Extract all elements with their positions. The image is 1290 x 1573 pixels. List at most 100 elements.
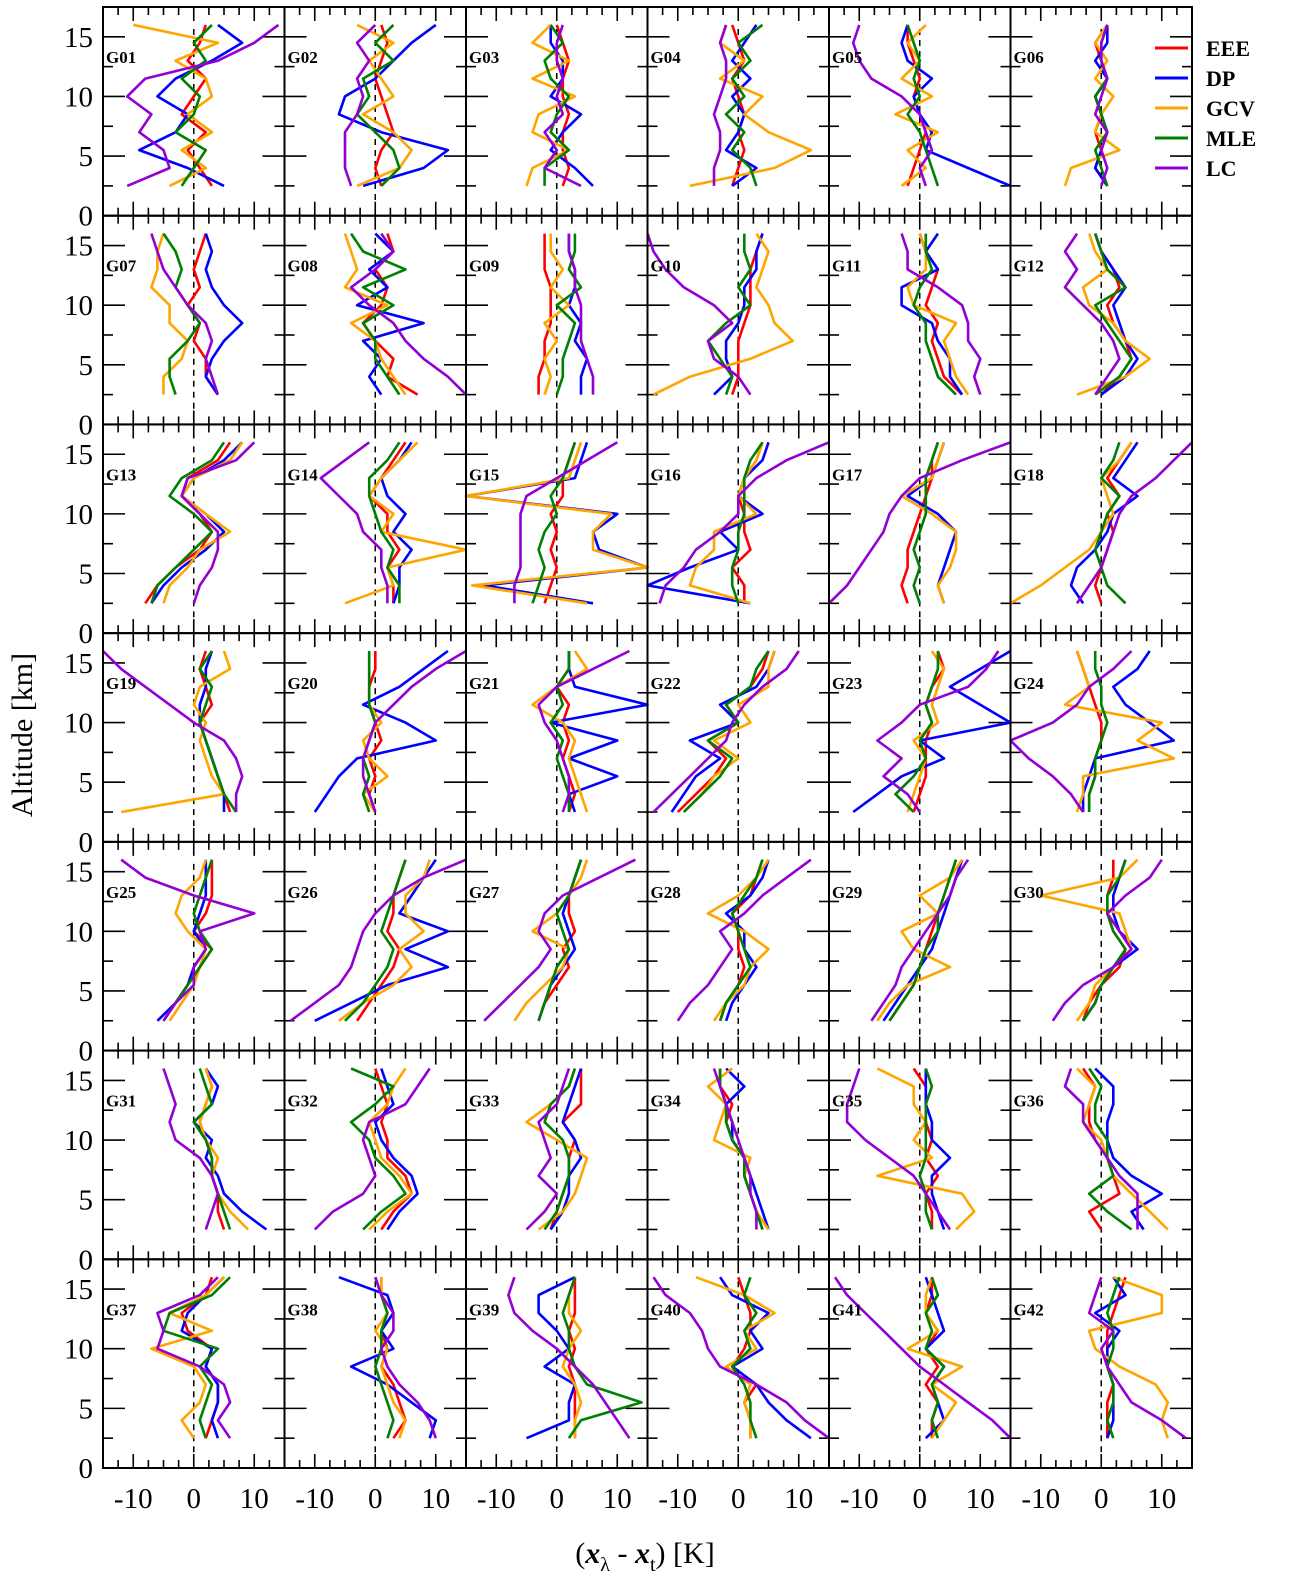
series-line-dp [1081,650,1176,812]
x-tick-label: 0 [1094,1483,1109,1515]
legend-label: LC [1206,156,1237,181]
series-line-gcv [513,859,589,1022]
series-line-mle [162,232,202,396]
x-tick-label: -10 [477,1483,516,1515]
panel-g13: G13 [102,423,286,635]
series-line-dp [313,649,449,813]
panel-label: G26 [288,883,318,902]
legend-label: MLE [1206,126,1256,151]
series-line-gcv [1009,441,1133,605]
series-line-lc [676,858,812,1022]
x-tick-label: -10 [840,1483,879,1515]
series-line-gcv [168,859,208,1022]
y-tick-label: 10 [64,916,93,948]
series-line-lc [507,1276,631,1439]
series-line-lc [828,441,1011,605]
panel-label: G18 [1014,465,1044,484]
series-line-dp [1094,1067,1164,1231]
panel-label: G36 [1014,1092,1044,1111]
series-line-lc [162,1068,220,1230]
panel-label: G13 [106,465,136,484]
y-tick-label: 15 [64,439,93,471]
series-line-mle [1093,441,1127,605]
y-tick-label: 5 [79,976,94,1008]
y-tick-label: 0 [79,827,94,859]
series-line-mle [894,651,940,813]
panel-label: G09 [469,257,499,276]
series-line-lc [712,24,728,186]
series-line-dp [724,859,770,1022]
series-line-mle [350,232,407,396]
series-line-lc [1063,232,1121,396]
series-line-lc [374,1276,438,1439]
series-line-gcv [652,232,795,396]
panel-label: G21 [469,674,499,693]
series-line-lc [851,24,934,187]
series-line-lc [150,233,220,396]
x-tick-label: 0 [187,1483,202,1515]
panel-g05: G05 [828,6,1012,217]
series-line-dp [713,233,764,396]
panel-label: G29 [832,883,862,902]
series-line-gcv [906,233,970,396]
series-line-lc [1009,650,1133,813]
panel-label: G04 [651,48,682,67]
series-line-lc [125,23,280,188]
y-tick-label: 10 [64,708,93,740]
x-tick-label: -10 [114,1483,153,1515]
legend-label: GCV [1206,96,1255,121]
panel-label: G32 [288,1092,318,1111]
y-tick-label: 0 [79,1244,94,1276]
y-tick-label: 10 [64,81,93,113]
panel-label: G07 [106,257,137,276]
series-line-lc [349,232,467,396]
panel-label: G31 [106,1092,136,1111]
panel-g18: G18 [1009,423,1193,635]
series-line-mle [924,1276,946,1439]
panel-g35: G35 [828,1049,1012,1261]
series-line-mle [1087,651,1109,812]
panel-g33: G33 [465,1049,649,1261]
y-tick-label: 15 [64,1065,93,1097]
series-line-mle [1087,1067,1133,1231]
series-line-dp [900,232,964,396]
series-line-lc [543,24,582,188]
series-line-gcv [1063,650,1176,813]
panel-g16: G16 [646,423,830,635]
panel-label: G11 [832,257,861,276]
panel-label: G17 [832,465,863,484]
panel-g24: G24 [1009,632,1193,843]
y-tick-label: 5 [79,350,94,382]
panel-label: G40 [651,1300,681,1319]
series-line-gcv [367,1067,413,1231]
panel-g34: G34 [646,1049,830,1261]
panel-label: G10 [651,257,681,276]
series-line-gcv [1076,233,1151,396]
panel-g09: G09 [465,214,649,426]
panel-label: G39 [469,1300,499,1319]
panel-label: G34 [651,1092,682,1111]
series-line-gcv [1087,1275,1170,1439]
panel-g19: G19 [102,632,286,843]
panel-g26: G26 [283,840,467,1052]
series-line-mle [162,859,214,1022]
series-line-gcv [344,441,468,605]
series-line-gcv [120,650,232,814]
y-tick-label: 5 [79,767,94,799]
series-line-lc [537,649,630,813]
series-line-lc [102,650,244,812]
series-line-gcv [150,233,189,395]
panel-g15: G15 [464,423,649,635]
series-line-mle [162,1276,232,1439]
series-line-gcv [1039,858,1139,1022]
panel-grid: G01 G02 G03 G04 G05 G06 G07 G08 G09 G10 G11 G12 G13 G… [102,6,1193,1470]
series-line-mle [912,233,957,396]
series-line-gcv [900,441,958,604]
panel-label: G25 [106,883,136,902]
y-tick-label: 15 [64,22,93,54]
series-line-mle [555,233,583,396]
panel-g03: G03 [465,6,649,217]
panel-g28: G28 [646,840,830,1052]
y-tick-label: 0 [79,409,94,441]
